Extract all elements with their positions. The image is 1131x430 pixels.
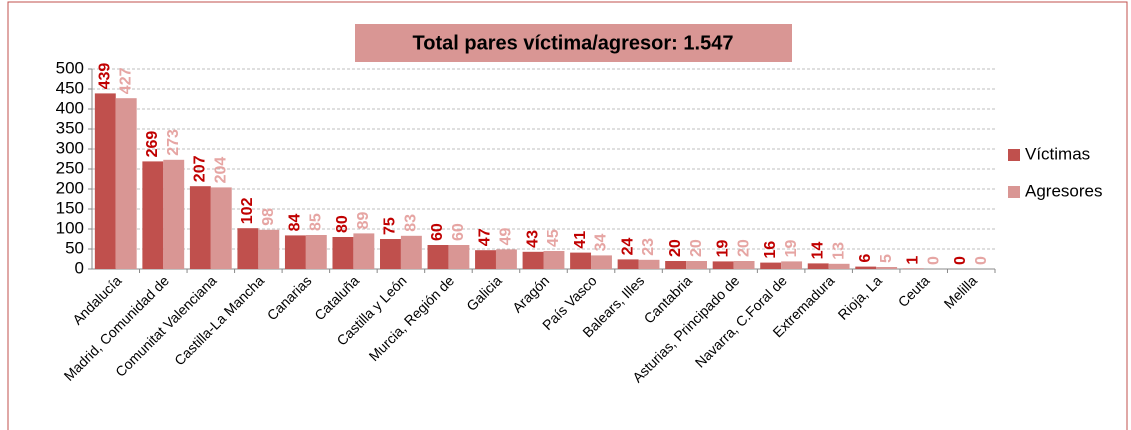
title-box [355,24,792,62]
data-label: 83 [403,214,420,232]
bar [380,239,401,269]
bar [115,98,137,269]
data-label: 5 [878,254,895,263]
bar [807,263,829,269]
bar [617,259,639,269]
bar [522,251,544,269]
bar [570,252,592,269]
data-label: 19 [714,240,731,258]
data-label: 207 [192,155,209,182]
y-tick-label: 150 [56,198,84,217]
chart-title: Total pares víctima/agresor: 1.547 [413,32,734,54]
y-tick-label: 0 [75,258,84,277]
bar [448,245,470,269]
bar [760,262,782,269]
bar [258,229,280,269]
data-label: 427 [117,67,134,94]
data-label: 0 [925,256,942,265]
data-label: 45 [545,229,562,247]
bar [427,245,449,269]
bar [400,235,422,269]
bar [781,261,803,269]
data-label: 49 [498,228,515,246]
data-label: 43 [524,230,541,248]
data-label: 16 [762,241,779,259]
data-label: 269 [144,131,161,158]
data-label: 20 [688,239,705,257]
data-label: 14 [809,242,826,260]
legend-label: Agresores [1025,181,1102,200]
data-label: 6 [857,254,874,263]
bar [876,267,898,269]
data-label: 98 [260,208,277,226]
bar [332,237,354,269]
legend-swatch [1008,149,1020,161]
y-tick-label: 350 [56,118,84,137]
data-label: 1 [904,256,921,265]
y-tick-label: 200 [56,178,84,197]
data-label: 102 [239,197,256,224]
legend-label: Víctimas [1025,144,1090,163]
bar [142,161,164,269]
data-label: 0 [973,256,990,265]
y-tick-label: 250 [56,158,84,177]
data-label: 60 [429,223,446,241]
y-tick-label: 300 [56,138,84,157]
bar [733,261,755,269]
data-label: 439 [97,63,114,90]
bar [353,233,375,269]
bar [305,235,327,269]
bar [475,250,496,269]
bar [495,249,517,269]
bar [237,228,259,269]
bar [828,263,850,269]
y-tick-label: 50 [65,238,84,257]
data-label: 23 [640,238,657,256]
data-label: 0 [952,256,969,265]
data-label: 20 [667,239,684,257]
y-tick-label: 450 [56,78,84,97]
y-tick-label: 400 [56,98,84,117]
data-label: 47 [477,228,494,246]
bar [284,235,306,269]
data-label: 89 [355,212,372,230]
data-label: 204 [212,157,229,184]
legend-swatch [1008,186,1020,198]
data-label: 84 [287,214,304,232]
bar [94,93,116,270]
data-label: 75 [382,217,399,235]
data-label: 60 [450,223,467,241]
data-label: 13 [830,242,847,260]
data-label: 80 [334,215,351,233]
bar [686,261,707,269]
bar [189,186,211,269]
bar [855,266,877,269]
data-label: 24 [619,238,636,256]
data-label: 273 [165,129,182,156]
bar [543,251,565,269]
data-label: 41 [572,231,589,249]
data-label: 19 [783,240,800,258]
bar [591,255,612,269]
bar [210,187,232,269]
bar [638,259,660,269]
y-tick-label: 100 [56,218,84,237]
bar [163,159,185,269]
data-label: 34 [593,234,610,252]
data-label: 20 [735,239,752,257]
bar [712,261,734,269]
bar [665,261,687,269]
y-tick-label: 500 [56,58,84,77]
data-label: 85 [308,213,325,231]
